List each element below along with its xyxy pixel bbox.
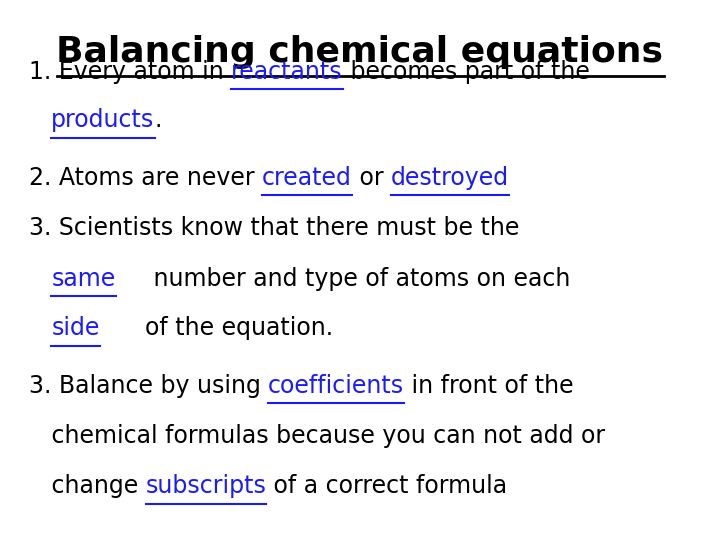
Text: 1. Every atom in: 1. Every atom in [29,60,231,84]
Text: 3. Balance by using: 3. Balance by using [29,374,268,398]
Text: .: . [155,109,162,132]
Text: change: change [29,475,145,498]
Text: 2. Atoms are never: 2. Atoms are never [29,166,262,190]
Text: reactants: reactants [231,60,343,84]
Text: side: side [51,316,99,340]
Text: becomes part of the: becomes part of the [343,60,590,84]
Text: Balancing chemical equations: Balancing chemical equations [56,35,664,69]
Text: coefficients: coefficients [268,374,405,398]
Text: destroyed: destroyed [391,166,509,190]
Text: chemical formulas because you can not add or: chemical formulas because you can not ad… [29,424,605,448]
Text: products: products [51,109,155,132]
Text: of a correct formula: of a correct formula [266,475,508,498]
Text: same: same [51,267,115,291]
Text: subscripts: subscripts [145,475,266,498]
Text: of the equation.: of the equation. [99,316,333,340]
Text: number and type of atoms on each: number and type of atoms on each [115,267,570,291]
Text: or: or [352,166,391,190]
Text: created: created [262,166,352,190]
Text: in front of the: in front of the [405,374,574,398]
Text: 3. Scientists know that there must be the: 3. Scientists know that there must be th… [29,217,519,240]
